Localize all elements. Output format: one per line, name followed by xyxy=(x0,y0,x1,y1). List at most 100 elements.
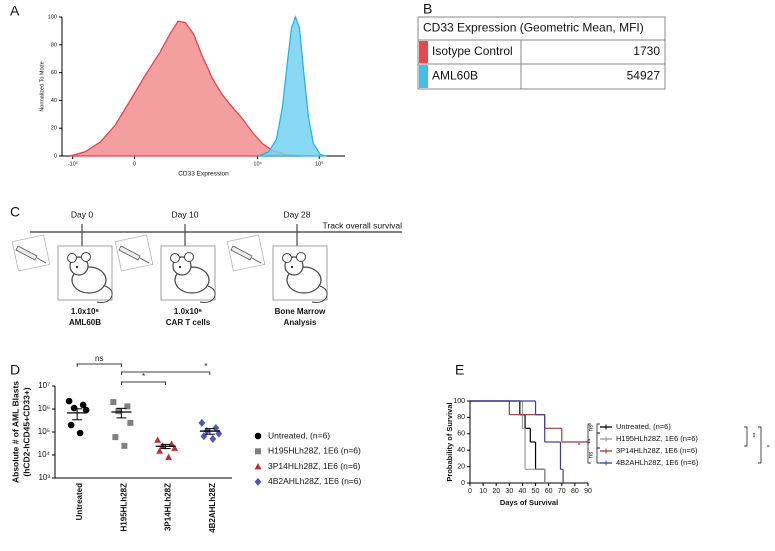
data-point xyxy=(67,421,75,429)
x-axis-label: Days of Survival xyxy=(500,498,558,507)
y-axis-label: Normalized To Mode xyxy=(39,61,45,111)
panel-label: A xyxy=(10,3,20,19)
significance-label: ns xyxy=(588,451,595,459)
y-tick-label: 100 xyxy=(453,398,465,405)
legend-label: Untreated, (n=6) xyxy=(268,430,330,440)
data-point xyxy=(76,429,84,437)
data-point xyxy=(154,436,162,443)
panel-label: C xyxy=(10,204,20,220)
data-point xyxy=(212,423,220,432)
mouse-ear xyxy=(184,252,194,262)
step-label: 1.0x10⁶ xyxy=(71,307,99,316)
significance-label: ns xyxy=(588,424,595,432)
legend-label: 3P14HLh28Z, 1E6 (n=6) xyxy=(268,461,361,471)
mouse-box xyxy=(272,245,328,301)
significance-bracket xyxy=(744,426,748,447)
legend-marker xyxy=(254,477,262,486)
table-header: CD33 Expression (Geometric Mean, MFI) xyxy=(423,21,644,35)
y-tick-label: 40 xyxy=(51,98,57,104)
mouse-ear xyxy=(67,253,77,263)
y-tick-label: 10⁴ xyxy=(38,450,51,459)
step-label: 1.0x10⁶ xyxy=(174,307,202,316)
step-label: Analysis xyxy=(284,318,317,327)
mouse-eye xyxy=(178,265,182,269)
mouse-tail xyxy=(199,285,216,303)
y-tick-label: 10⁵ xyxy=(38,427,50,436)
mouse-ear xyxy=(170,253,180,263)
significance-bracket xyxy=(120,371,211,375)
syringe-box xyxy=(114,234,154,272)
y-tick-label: 10⁷ xyxy=(38,381,50,390)
data-point xyxy=(82,406,90,414)
x-tick-label: 30 xyxy=(505,488,513,495)
mouse-tail xyxy=(96,285,113,303)
x-tick-label: 40 xyxy=(519,488,527,495)
y-axis-label: Probability of Survival xyxy=(445,402,454,481)
mouse-ear xyxy=(296,252,306,262)
data-point xyxy=(112,434,119,441)
significance-label: ** xyxy=(753,432,760,438)
data-point xyxy=(209,434,217,443)
x-tick-label: 60 xyxy=(545,488,553,495)
significance-label: ns xyxy=(95,354,103,363)
x-tick-label: 4B2AHLh28Z xyxy=(208,483,217,533)
data-point xyxy=(110,399,117,406)
mouse-box xyxy=(57,245,113,301)
y-axis-label: Absolute # of AML Blasts xyxy=(10,381,20,483)
data-point xyxy=(165,453,173,461)
histogram-area xyxy=(257,15,327,157)
syringe xyxy=(230,245,262,264)
x-tick-label: 10⁴ xyxy=(253,160,262,167)
panel-label: E xyxy=(455,362,464,378)
y-tick-label: 40 xyxy=(457,447,465,454)
mouse-ear xyxy=(282,253,292,263)
mouse-box xyxy=(160,245,216,301)
x-tick-label: 10⁵ xyxy=(315,160,323,167)
legend-label: H195HLh28Z, 1E6 (n=6) xyxy=(268,446,361,456)
mouse-eye xyxy=(290,265,294,269)
data-point xyxy=(127,419,134,426)
significance-bracket xyxy=(76,363,122,367)
x-tick-label: 70 xyxy=(558,488,566,495)
table-cell: Isotype Control xyxy=(432,44,513,58)
significance-bracket xyxy=(120,381,167,385)
table-cell: 54927 xyxy=(627,69,661,83)
syringe xyxy=(15,245,47,264)
significance-bracket xyxy=(758,426,762,464)
mouse-eye xyxy=(75,265,79,269)
x-tick-label: 90 xyxy=(584,488,592,495)
day-label: Day 28 xyxy=(284,209,311,219)
significance-bracket xyxy=(596,423,600,434)
y-tick-label: 60 xyxy=(457,431,465,438)
color-swatch xyxy=(419,41,428,63)
y-tick-label: 10³ xyxy=(38,473,50,482)
legend-marker xyxy=(254,463,262,470)
y-axis-label: (hCD2-hCD45+CD33+) xyxy=(21,387,31,476)
table-frame xyxy=(417,16,666,90)
significance-bracket xyxy=(587,423,591,464)
data-point xyxy=(124,403,131,410)
x-axis-label: CD33 Expression xyxy=(178,171,229,178)
data-point xyxy=(65,397,73,405)
x-tick-label: -10³ xyxy=(68,161,78,167)
x-tick-label: Untreated xyxy=(75,483,84,520)
color-swatch xyxy=(419,65,428,88)
x-tick-label: H195HLh28Z xyxy=(119,483,128,532)
syringe-box xyxy=(11,234,51,272)
y-tick-label: 100 xyxy=(48,14,57,20)
x-tick-label: 50 xyxy=(532,488,540,495)
panel-label: D xyxy=(10,362,20,378)
significance-bracket xyxy=(596,432,600,449)
data-point xyxy=(70,404,78,412)
data-point xyxy=(121,442,128,449)
y-tick-label: 80 xyxy=(51,42,57,48)
significance-label: * xyxy=(142,372,145,381)
data-point xyxy=(198,418,206,427)
syringe xyxy=(118,245,150,264)
significance-bracket xyxy=(596,447,600,464)
significance-label: * xyxy=(204,362,207,371)
mouse-ear xyxy=(81,252,91,262)
step-label: CAR T cells xyxy=(166,318,211,327)
y-tick-label: 0 xyxy=(54,153,57,159)
data-point xyxy=(159,442,167,449)
